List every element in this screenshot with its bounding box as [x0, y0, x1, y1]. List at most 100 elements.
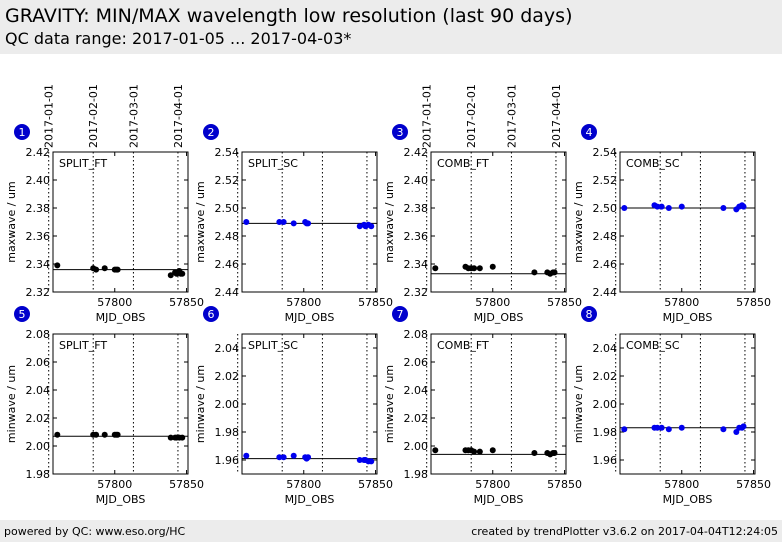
data-point: [93, 431, 100, 438]
x-tick-label: 57800: [97, 478, 132, 491]
data-point: [179, 434, 186, 441]
panel-number: 6: [208, 308, 215, 321]
date-label: 2017-04-01: [172, 84, 185, 148]
plot-frame: [241, 151, 378, 293]
x-tick-label: 57800: [286, 478, 321, 491]
y-tick-label: 2.34: [26, 258, 51, 271]
data-point: [551, 269, 558, 276]
data-point: [551, 450, 558, 456]
data-point: [654, 203, 661, 210]
plot-frame: [619, 151, 756, 293]
x-tick-label: 57800: [475, 296, 510, 309]
plot-grid: 2.32 2.34 2.36 2.38 2.40 2.42 57800 57850 MJD_OB…: [5, 84, 771, 506]
panel-number-badge: [392, 306, 408, 322]
data-point: [101, 431, 108, 438]
y-tick-label: 2.48: [593, 230, 618, 243]
x-tick-label: 57850: [358, 296, 393, 309]
data-point: [678, 424, 685, 431]
plot-frame: [52, 151, 189, 293]
y-axis-label: minwave / um: [383, 365, 396, 443]
data-point: [93, 266, 100, 273]
data-point: [740, 423, 747, 430]
data-point: [101, 265, 108, 272]
data-point: [305, 454, 312, 461]
y-tick-label: 2.42: [26, 146, 51, 159]
y-tick-label: 2.48: [215, 230, 240, 243]
y-tick-label: 1.96: [215, 454, 240, 467]
y-tick-label: 2.44: [215, 286, 240, 299]
panel-label: COMB_SC: [626, 157, 680, 170]
chart-panel-7: 1.98 2.00 2.02 2.04 2.06 2.08 57800 57850 MJD_OB…: [383, 306, 582, 506]
data-point: [471, 265, 478, 272]
x-tick-label: 57800: [664, 478, 699, 491]
y-tick-label: 2.06: [26, 356, 51, 369]
x-tick-label: 57850: [547, 478, 582, 491]
data-point: [432, 265, 439, 272]
data-point: [305, 220, 312, 227]
panel-label: SPLIT_FT: [59, 339, 107, 352]
data-point: [179, 270, 186, 277]
y-tick-label: 1.98: [215, 426, 240, 439]
panel-label: COMB_SC: [626, 339, 680, 352]
panel-number: 1: [19, 126, 26, 139]
y-tick-label: 2.04: [26, 384, 51, 397]
y-tick-label: 2.40: [404, 174, 429, 187]
panel-number-badge: [581, 124, 597, 140]
data-point: [54, 431, 61, 438]
y-axis-label: maxwave / um: [194, 181, 207, 262]
plot-frame: [619, 333, 756, 475]
panel-label: SPLIT_SC: [248, 157, 298, 170]
panel-number: 2: [208, 126, 215, 139]
data-point: [733, 429, 740, 435]
data-point: [720, 426, 727, 433]
y-tick-label: 2.02: [593, 370, 618, 383]
date-label: 2017-03-01: [505, 84, 518, 148]
chart-panel-3: 2.32 2.34 2.36 2.38 2.40 2.42 57800 57850 MJD_OB…: [383, 84, 582, 324]
x-tick-label: 57800: [286, 296, 321, 309]
data-point: [531, 450, 538, 456]
data-point: [621, 205, 628, 211]
date-label: 2017-01-01: [43, 84, 56, 148]
y-tick-label: 2.08: [26, 328, 51, 341]
panel-number-badge: [14, 124, 30, 140]
data-point: [658, 203, 665, 210]
y-tick-label: 1.98: [593, 426, 618, 439]
plot-frame: [241, 333, 378, 475]
panel-label: COMB_FT: [437, 339, 489, 352]
y-tick-label: 2.34: [404, 258, 429, 271]
y-tick-label: 2.50: [593, 202, 618, 215]
y-tick-label: 2.38: [26, 202, 51, 215]
y-tick-label: 2.02: [26, 412, 51, 425]
y-tick-label: 2.50: [215, 202, 240, 215]
footer-created-by: created by trendPlotter v3.6.2 on 2017-0…: [471, 525, 778, 538]
x-axis-label: MJD_OBS: [663, 311, 713, 324]
panel-number-badge: [581, 306, 597, 322]
y-axis-label: maxwave / um: [5, 181, 18, 262]
x-tick-label: 57850: [169, 296, 204, 309]
chart-panel-4: 2.44 2.46 2.48 2.50 2.52 2.54 57800 57850 MJD_OB…: [572, 124, 771, 324]
panel-label: COMB_FT: [437, 157, 489, 170]
x-axis-label: MJD_OBS: [285, 311, 335, 324]
date-label: 2017-01-01: [421, 84, 434, 148]
y-tick-label: 2.06: [404, 356, 429, 369]
data-point: [167, 272, 174, 279]
panel-number-badge: [203, 124, 219, 140]
chart-panel-1: 2.32 2.34 2.36 2.38 2.40 2.42 57800 57850 MJD_OB…: [5, 84, 204, 324]
x-axis-label: MJD_OBS: [663, 493, 713, 506]
report-subtitle: QC data range: 2017-01-05 ... 2017-04-03…: [5, 29, 352, 48]
report-header: GRAVITY: MIN/MAX wavelength low resoluti…: [0, 0, 782, 54]
panel-label: SPLIT_SC: [248, 339, 298, 352]
data-point: [54, 262, 61, 269]
data-point: [280, 454, 287, 461]
y-tick-label: 2.36: [404, 230, 429, 243]
x-tick-label: 57850: [547, 296, 582, 309]
data-point: [368, 223, 375, 230]
date-label: 2017-02-01: [87, 84, 100, 148]
data-point: [658, 424, 665, 431]
y-tick-label: 2.54: [215, 146, 240, 159]
y-tick-label: 2.44: [593, 286, 618, 299]
y-axis-label: minwave / um: [5, 365, 18, 443]
data-point: [654, 424, 661, 431]
panel-number: 5: [19, 308, 26, 321]
